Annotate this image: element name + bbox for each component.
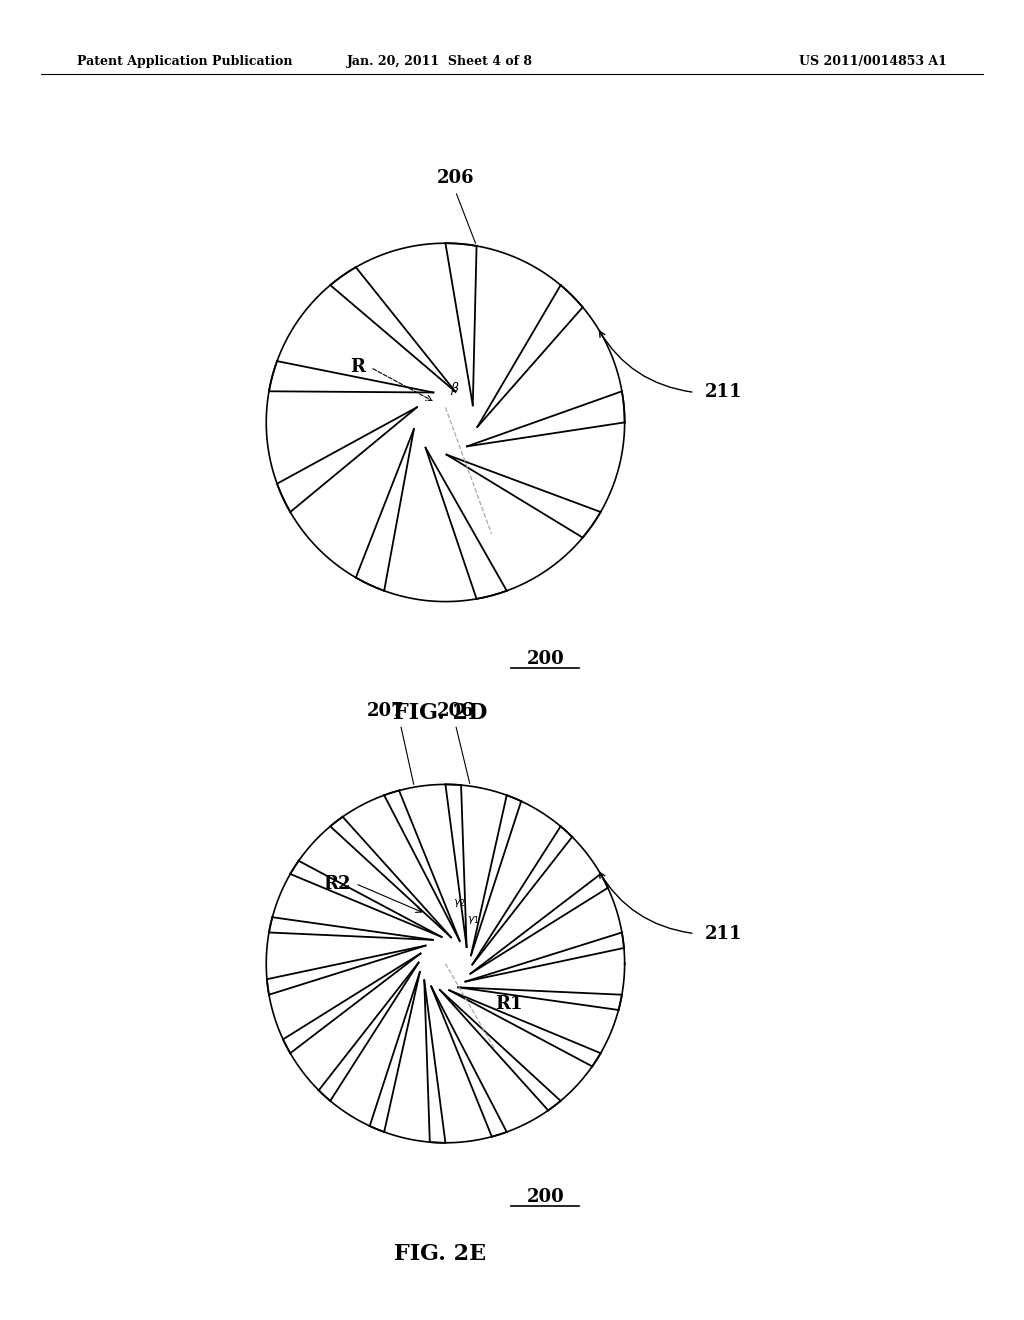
Text: Jan. 20, 2011  Sheet 4 of 8: Jan. 20, 2011 Sheet 4 of 8 — [347, 55, 534, 69]
Text: R1: R1 — [496, 994, 523, 1012]
Text: Patent Application Publication: Patent Application Publication — [77, 55, 292, 69]
Text: 206: 206 — [436, 702, 474, 721]
Text: 211: 211 — [705, 383, 742, 401]
Text: R2: R2 — [323, 875, 350, 892]
Text: $\gamma_1$: $\gamma_1$ — [467, 913, 480, 925]
Text: R: R — [350, 359, 366, 376]
Text: 207: 207 — [367, 702, 404, 721]
Text: 211: 211 — [705, 924, 742, 942]
Text: FIG. 2D: FIG. 2D — [393, 702, 487, 723]
Text: 200: 200 — [526, 649, 564, 668]
Text: FIG. 2E: FIG. 2E — [394, 1243, 486, 1265]
Text: 206: 206 — [436, 169, 474, 187]
Text: US 2011/0014853 A1: US 2011/0014853 A1 — [800, 55, 947, 69]
Text: $\gamma_2$: $\gamma_2$ — [454, 896, 466, 908]
Text: 200: 200 — [526, 1188, 564, 1205]
Text: $\beta$: $\beta$ — [451, 380, 460, 397]
